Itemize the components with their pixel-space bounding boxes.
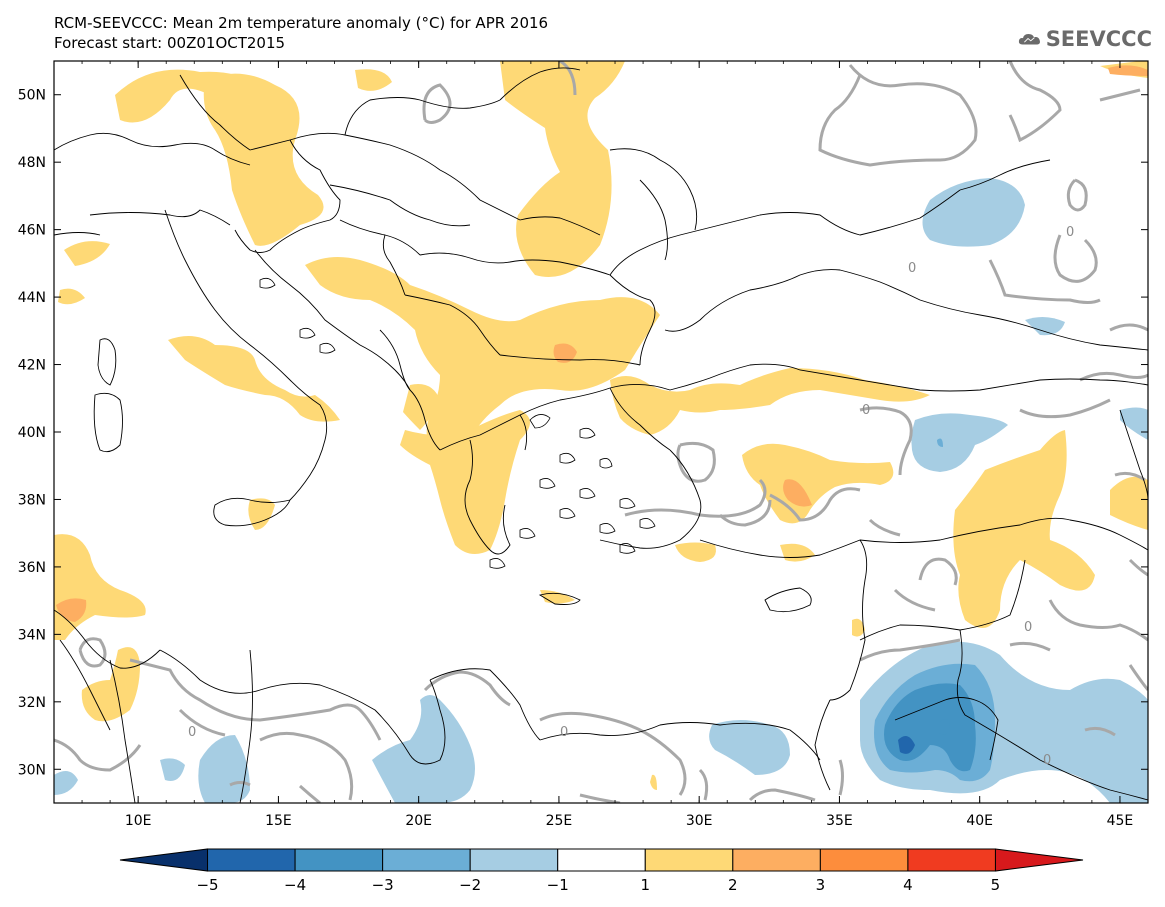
contour-label: 0 <box>1066 225 1074 240</box>
lon-tick-label: 35E <box>826 813 853 829</box>
colorbar-label: −4 <box>284 876 306 894</box>
lon-tick-label: 45E <box>1107 813 1134 829</box>
colorbar-swatch <box>557 848 646 872</box>
lon-tick-label: 25E <box>546 813 573 829</box>
lon-tick-label: 20E <box>405 813 432 829</box>
aegean-islands <box>259 277 656 569</box>
lon-tick-label: 30E <box>686 813 713 829</box>
colorbar-swatch <box>644 848 734 872</box>
lat-tick-label: 46N <box>18 223 46 239</box>
colorbar-swatch <box>907 848 996 872</box>
colorbar-label: 5 <box>991 876 1001 894</box>
colorbar-label: 2 <box>728 876 738 894</box>
lat-tick-label: 48N <box>18 155 46 171</box>
colorbar-swatch <box>207 848 296 872</box>
colorbar: −5 −4 −3 −2 −1 1 2 3 4 5 <box>119 848 1084 894</box>
colorbar-swatch <box>819 848 909 872</box>
contour-label: 0 <box>560 725 568 740</box>
map-axes: 10E 15E 20E 25E 30E 35E 40E 45E 50N 48N 46N 44N 42N 4… <box>18 61 1149 829</box>
forecast-start: Forecast start: 00Z01OCT2015 <box>54 34 286 52</box>
contour-label: 0 <box>862 403 870 418</box>
colorbar-swatch <box>294 848 384 872</box>
lat-tick-label: 50N <box>18 88 46 104</box>
warm-anomaly-shading <box>54 61 1148 790</box>
colorbar-label: −2 <box>459 876 481 894</box>
colorbar-label: −1 <box>547 876 569 894</box>
lat-tick-label: 38N <box>18 492 46 508</box>
lat-tick-label: 30N <box>18 762 46 778</box>
coastlines-and-borders <box>54 67 1148 803</box>
logo-text: SEEVCCC <box>1045 27 1152 51</box>
colorbar-label: 3 <box>816 876 826 894</box>
extreme-cool-anomaly-shading <box>898 438 943 754</box>
colorbar-label: −3 <box>372 876 394 894</box>
colorbar-swatch <box>732 848 821 872</box>
lat-tick-label: 36N <box>18 560 46 576</box>
contour-label: 0 <box>1024 620 1032 635</box>
lon-tick-label: 10E <box>125 813 152 829</box>
contour-label: 0 <box>908 261 916 276</box>
lat-tick-label: 42N <box>18 358 46 374</box>
colorbar-swatch <box>119 848 209 872</box>
seevccc-logo: SEEVCCC <box>1018 22 1152 56</box>
colorbar-label: 4 <box>903 876 913 894</box>
colorbar-swatch <box>382 848 471 872</box>
contour-label: 0 <box>1043 753 1051 768</box>
lat-tick-label: 40N <box>18 425 46 441</box>
zero-contours <box>54 61 1148 803</box>
lat-tick-label: 34N <box>18 627 46 643</box>
contour-label: 0 <box>188 725 196 740</box>
lat-tick-label: 32N <box>18 695 46 711</box>
lon-tick-label: 15E <box>265 813 292 829</box>
colorbar-swatch <box>469 848 559 872</box>
lat-tick-label: 44N <box>18 290 46 306</box>
colorbar-swatch <box>994 848 1084 872</box>
cloud-icon <box>1018 33 1040 45</box>
map-title: RCM-SEEVCCC: Mean 2m temperature anomaly… <box>54 14 549 32</box>
contour-labels: 0 0 0 0 0 0 0 <box>188 225 1074 768</box>
strong-warm-anomaly-shading <box>56 65 1148 622</box>
colorbar-label: 1 <box>640 876 650 894</box>
lon-tick-label: 40E <box>966 813 993 829</box>
colorbar-label: −5 <box>196 876 218 894</box>
